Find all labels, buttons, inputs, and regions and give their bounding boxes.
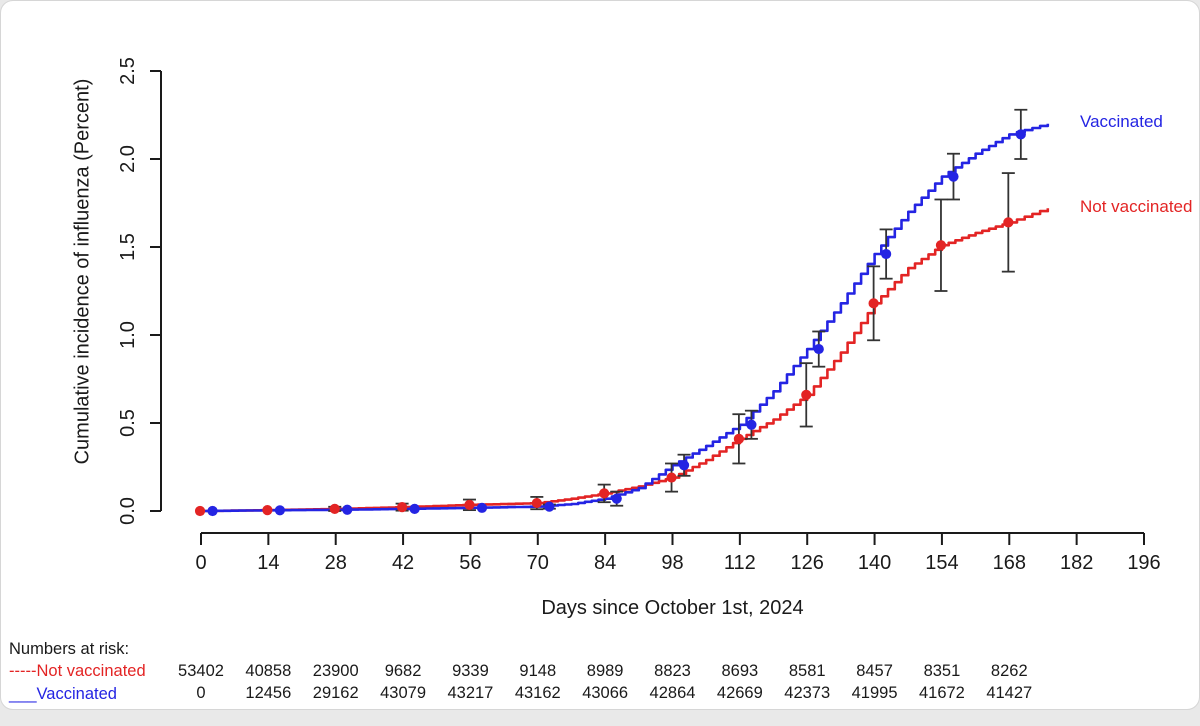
vaccinated-marker-dot — [948, 171, 959, 182]
not-vaccinated-curve — [201, 208, 1050, 513]
not-vaccinated-marker-dot — [531, 497, 542, 509]
vaccinated-marker-dot — [342, 504, 353, 515]
not-vaccinated-marker-dot — [397, 502, 408, 513]
risk-value: 42864 — [650, 684, 696, 702]
risk-value: 9339 — [452, 662, 489, 680]
x-tick-label: 56 — [459, 552, 481, 574]
x-tick-label: 28 — [325, 552, 347, 574]
x-tick-label: 154 — [925, 552, 958, 574]
x-axis-title: Days since October 1st, 2024 — [541, 597, 804, 619]
y-tick-label: 2.0 — [117, 145, 139, 173]
risk-value: 8262 — [991, 662, 1028, 680]
x-tick-label: 168 — [993, 552, 1026, 574]
risk-value: 8581 — [789, 662, 826, 680]
vaccinated-marker-dot — [274, 505, 286, 516]
risk-value: 41672 — [919, 684, 965, 702]
risk-value: 41995 — [852, 684, 898, 702]
chart-card: 0 14 28 42 56 70 84 98 112 126 140 154 168 182 196 0.0 0… — [0, 0, 1200, 710]
x-tick-label: 196 — [1127, 552, 1160, 574]
risk-value: 43079 — [380, 684, 426, 702]
not-vaccinated-marker-dot — [262, 505, 273, 516]
y-tick-label: 1.0 — [117, 321, 139, 349]
not-vaccinated-marker-dot — [666, 472, 677, 483]
risk-value: 29162 — [313, 684, 359, 702]
legend-vaccinated: Vaccinated — [1080, 112, 1163, 131]
risk-row-label-text: Vaccinated — [36, 685, 117, 703]
risk-value: 8693 — [721, 662, 758, 680]
vaccinated-marker-dot — [611, 493, 622, 504]
risk-value: 42373 — [784, 684, 830, 702]
not-vaccinated-marker-dot — [935, 240, 947, 251]
risk-value: 42669 — [717, 684, 763, 702]
x-tick-label: 140 — [858, 552, 891, 574]
y-tick-label: 0.0 — [117, 497, 139, 525]
vaccinated-marker-dot — [544, 501, 555, 512]
legend-not-vaccinated: Not vaccinated — [1080, 197, 1193, 216]
x-tick-label: 42 — [392, 552, 414, 574]
risk-value: 9148 — [519, 662, 556, 680]
vaccinated-marker-dot — [1015, 129, 1026, 140]
risk-value: 43066 — [582, 684, 628, 702]
vaccinated-line-sample: ___ — [9, 685, 37, 703]
risk-value: 43217 — [447, 684, 493, 702]
y-tick-label: 0.5 — [117, 409, 139, 437]
risk-value: 40858 — [245, 662, 291, 680]
not-vaccinated-marker-dot — [1003, 217, 1014, 228]
x-tick-label: 126 — [791, 552, 824, 574]
x-tick-label: 70 — [527, 552, 549, 574]
vaccinated-curve — [201, 123, 1050, 513]
vaccinated-marker-dot — [476, 502, 488, 513]
x-tick-label: 14 — [257, 552, 279, 574]
risk-value: 53402 — [178, 662, 224, 680]
risk-row-label-vaccinated: ___Vaccinated — [9, 685, 117, 704]
not-vaccinated-marker-dot — [329, 503, 340, 514]
risk-value: 43162 — [515, 684, 561, 702]
risk-value: 41427 — [986, 684, 1032, 702]
risk-value: 12456 — [245, 684, 291, 702]
y-tick-label: 2.5 — [117, 57, 139, 85]
vaccinated-marker-dot — [207, 505, 218, 517]
not-vaccinated-marker-dot — [599, 488, 610, 499]
y-axis-title: Cumulative incidence of influenza (Perce… — [71, 78, 94, 464]
risk-value: 8457 — [856, 662, 893, 680]
x-tick-label: 84 — [594, 552, 616, 574]
not-vaccinated-marker-dot — [868, 298, 879, 309]
x-tick-label: 182 — [1060, 552, 1093, 574]
not-vaccinated-marker-dot — [464, 499, 475, 510]
risk-table-title: Numbers at risk: — [9, 640, 130, 658]
risk-value: 8823 — [654, 662, 691, 680]
vaccinated-marker-dot — [813, 343, 824, 355]
vaccinated-marker-dot — [678, 460, 690, 471]
not-vaccinated-marker-dot — [801, 389, 812, 400]
vaccinated-marker-dot — [881, 248, 892, 260]
risk-value: 8989 — [587, 662, 624, 680]
not-vaccinated-line-sample: ----- — [9, 662, 37, 680]
risk-value: 0 — [196, 684, 205, 702]
y-axis-title-wrap: Cumulative incidence of influenza (Perce… — [63, 59, 103, 483]
risk-value: 9682 — [385, 662, 422, 680]
risk-value: 23900 — [313, 662, 359, 680]
x-tick-label: 98 — [661, 552, 683, 574]
risk-row-label-not-vaccinated: -----Not vaccinated — [9, 662, 146, 681]
risk-value: 8351 — [924, 662, 961, 680]
cumulative-incidence-plot: 0 14 28 42 56 70 84 98 112 126 140 154 168 182 196 0.0 0… — [117, 57, 1161, 702]
vaccinated-marker-dot — [409, 503, 420, 514]
x-tick-label: 112 — [724, 552, 756, 574]
not-vaccinated-marker-dot — [194, 505, 206, 517]
x-tick-label: 0 — [195, 552, 206, 574]
y-tick-label: 1.5 — [117, 233, 139, 261]
not-vaccinated-marker-dot — [733, 433, 744, 444]
risk-row-label-text: Not vaccinated — [36, 662, 146, 680]
vaccinated-marker-dot — [746, 419, 757, 430]
